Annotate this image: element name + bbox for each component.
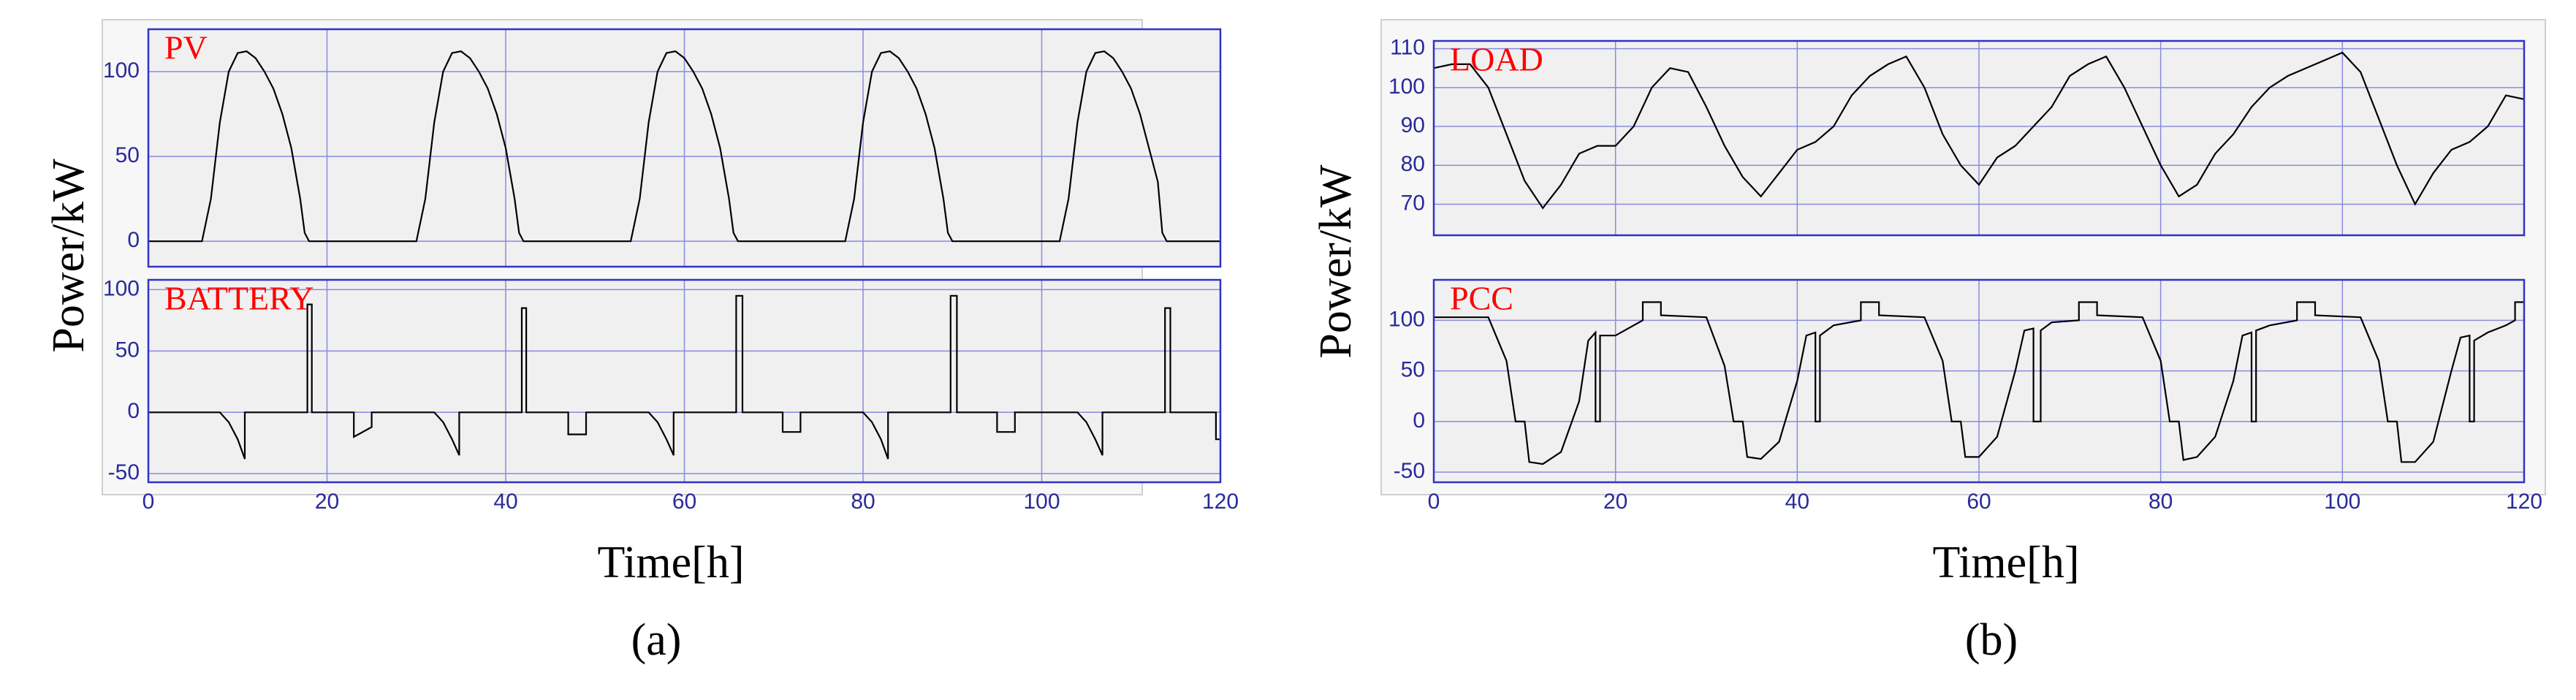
- y-axis-label: Power/kW: [44, 159, 94, 353]
- y-tick-label: 50: [115, 143, 140, 167]
- line: [1433, 51, 2525, 210]
- series-label: PCC: [1450, 280, 1513, 317]
- caption: (a): [631, 615, 682, 665]
- x-tick-label: 0: [143, 490, 155, 514]
- y-tick-label: 50: [115, 338, 140, 362]
- x-axis-label: Time[h]: [1933, 538, 2080, 587]
- y-tick-label: 50: [1401, 358, 1425, 382]
- x-tick-label: 100: [1023, 490, 1060, 514]
- x-tick-label: 40: [1785, 490, 1809, 514]
- y-tick-label: -50: [108, 460, 140, 484]
- y-tick-label: -50: [1394, 459, 1425, 483]
- y-axis-label: Power/kW: [1311, 164, 1361, 359]
- plot-border: [147, 278, 1222, 484]
- y-tick-label: 80: [1401, 152, 1425, 176]
- x-tick-label: 100: [2324, 490, 2360, 514]
- plot-border: [147, 28, 1222, 268]
- y-tick-label: 0: [127, 399, 140, 423]
- x-axis-label: Time[h]: [598, 538, 745, 587]
- line: [1434, 301, 2524, 465]
- y-tick-label: 110: [1390, 36, 1425, 60]
- x-tick-label: 120: [2506, 490, 2542, 514]
- x-tick-label: 60: [672, 490, 696, 514]
- plot-border: [1432, 39, 2526, 237]
- line: [148, 294, 1220, 460]
- x-tick-label: 120: [1202, 490, 1239, 514]
- series-label: LOAD: [1450, 41, 1543, 78]
- x-tick-label: 80: [851, 490, 875, 514]
- x-tick-label: 0: [1428, 490, 1440, 514]
- y-tick-label: 0: [127, 228, 140, 252]
- y-tick-label: 100: [1388, 75, 1425, 99]
- x-tick-label: 40: [493, 490, 517, 514]
- line: [148, 50, 1220, 243]
- y-tick-label: 100: [103, 276, 140, 300]
- y-tick-label: 0: [1413, 408, 1425, 433]
- plot-border: [1432, 278, 2526, 484]
- x-tick-label: 20: [315, 490, 339, 514]
- caption: (b): [1965, 615, 2018, 665]
- x-tick-label: 80: [2148, 490, 2173, 514]
- x-tick-label: 60: [1967, 490, 1991, 514]
- y-tick-label: 70: [1401, 191, 1425, 215]
- series-label: BATTERY: [164, 280, 314, 317]
- x-tick-label: 20: [1603, 490, 1627, 514]
- series-label: PV: [164, 29, 208, 66]
- y-tick-label: 90: [1401, 113, 1425, 137]
- y-tick-label: 100: [103, 58, 140, 83]
- y-tick-label: 100: [1388, 307, 1425, 331]
